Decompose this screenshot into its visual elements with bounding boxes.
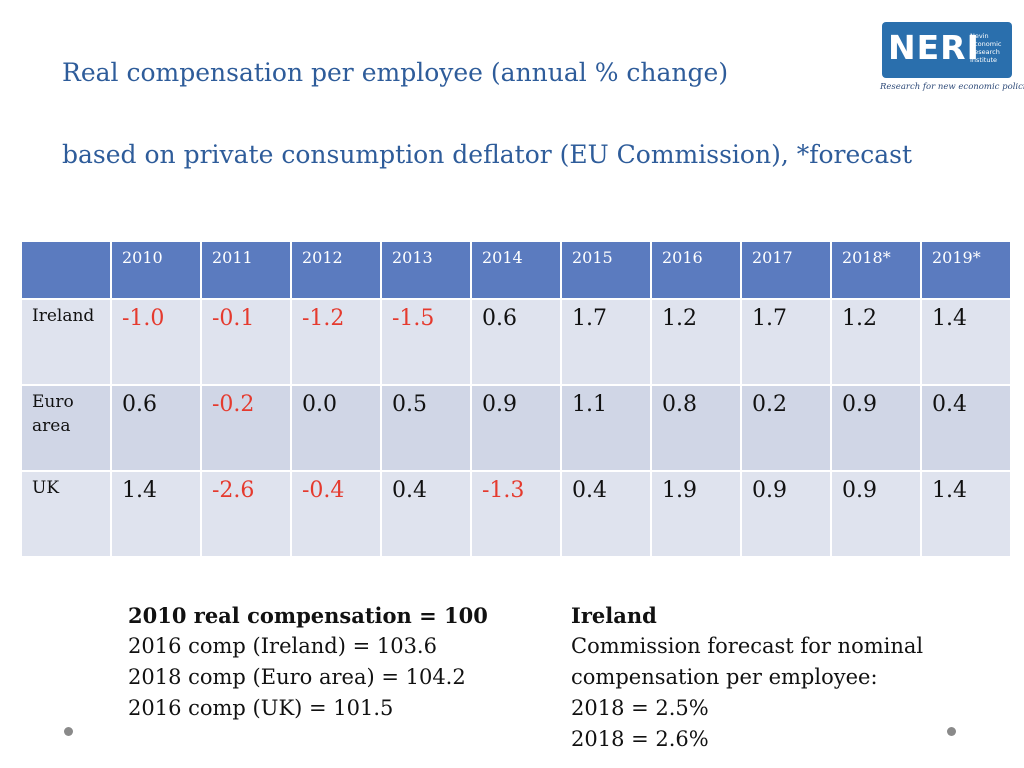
table-cell: 1.7 [742,300,830,384]
notes-left-line: 2018 comp (Euro area) = 104.2 [128,665,466,689]
table-cell: -1.5 [382,300,470,384]
year-header: 2016 [652,242,740,298]
compensation-table: 2010 2011 2012 2013 2014 2015 2016 2017 … [20,240,1012,558]
table-cell: -2.6 [202,472,290,556]
bullet-dot-left [64,727,73,736]
logo-sub-line: Institute [970,56,997,64]
logo-box: NERI Nevin Economic Research Institute [882,22,1012,78]
notes-right-line: 2018 = 2.5% [571,696,709,720]
logo-sub-line: Economic [970,40,1002,48]
notes-right: Ireland Commission forecast for nominal … [571,600,923,755]
table-cell: 1.9 [652,472,740,556]
table-cell: 0.5 [382,386,470,470]
row-label: Ireland [22,300,110,384]
row-label: UK [22,472,110,556]
table-cell: -0.2 [202,386,290,470]
table-row-euro-area: Euro area 0.6 -0.2 0.0 0.5 0.9 1.1 0.8 0… [22,386,1010,470]
table-cell: 1.4 [112,472,200,556]
header-corner [22,242,110,298]
logo-subtitle: Nevin Economic Research Institute [970,32,1012,64]
table-cell: -1.2 [292,300,380,384]
table-cell: 0.2 [742,386,830,470]
table-cell: -0.1 [202,300,290,384]
table-cell: 1.2 [652,300,740,384]
table-cell: 0.6 [112,386,200,470]
table-cell: 0.4 [922,386,1010,470]
notes-right-line: 2018 = 2.6% [571,727,709,751]
row-label: Euro area [22,386,110,470]
table-cell: 0.9 [472,386,560,470]
year-header: 2013 [382,242,470,298]
table-row-uk: UK 1.4 -2.6 -0.4 0.4 -1.3 0.4 1.9 0.9 0.… [22,472,1010,556]
logo-tagline: Research for new economic policies [880,82,1024,92]
table-cell: 0.9 [832,472,920,556]
table-cell: -1.3 [472,472,560,556]
table-row-ireland: Ireland -1.0 -0.1 -1.2 -1.5 0.6 1.7 1.2 … [22,300,1010,384]
table-cell: 0.9 [742,472,830,556]
logo-sub-line: Nevin [970,32,989,40]
table-cell: 0.4 [382,472,470,556]
table-cell: 0.4 [562,472,650,556]
table-cell: -1.0 [112,300,200,384]
slide-subtitle: based on private consumption deflator (E… [62,140,913,169]
notes-right-line: compensation per employee: [571,665,878,689]
year-header: 2015 [562,242,650,298]
table-cell: 1.4 [922,300,1010,384]
table-cell: 1.7 [562,300,650,384]
logo-sub-line: Research [970,48,1000,56]
slide-title: Real compensation per employee (annual %… [62,58,729,87]
notes-right-heading: Ireland [571,603,657,628]
logo-name: NERI [888,28,980,67]
table-cell: -0.4 [292,472,380,556]
table-cell: 1.4 [922,472,1010,556]
header-row: 2010 2011 2012 2013 2014 2015 2016 2017 … [22,242,1010,298]
table-cell: 0.6 [472,300,560,384]
year-header: 2019* [922,242,1010,298]
notes-left: 2010 real compensation = 100 2016 comp (… [128,600,488,724]
year-header: 2014 [472,242,560,298]
notes-left-heading: 2010 real compensation = 100 [128,603,488,628]
neri-logo: NERI Nevin Economic Research Institute R… [880,18,1024,98]
year-header: 2018* [832,242,920,298]
table-cell: 1.2 [832,300,920,384]
year-header: 2012 [292,242,380,298]
table-cell: 1.1 [562,386,650,470]
bullet-dot-right [947,727,956,736]
notes-left-line: 2016 comp (Ireland) = 103.6 [128,634,437,658]
year-header: 2010 [112,242,200,298]
notes-right-line: Commission forecast for nominal [571,634,924,658]
table-cell: 0.0 [292,386,380,470]
year-header: 2011 [202,242,290,298]
table-cell: 0.8 [652,386,740,470]
notes-left-line: 2016 comp (UK) = 101.5 [128,696,394,720]
table-cell: 0.9 [832,386,920,470]
year-header: 2017 [742,242,830,298]
